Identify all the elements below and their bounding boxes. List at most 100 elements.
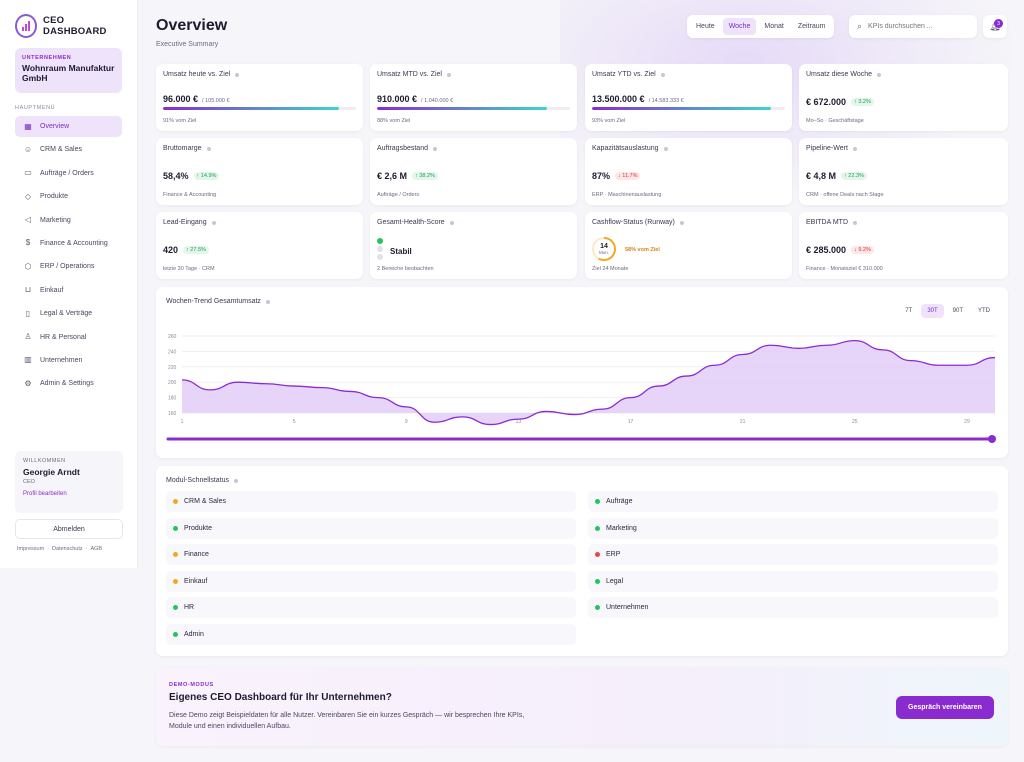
info-icon [660, 72, 665, 77]
module-item[interactable]: CRM & Sales [166, 491, 576, 512]
kpi-cashflow[interactable]: Cashflow-Status (Runway) 14 Mon. 58% vom… [585, 212, 792, 279]
period-today-button[interactable]: Heute [696, 23, 715, 30]
kpi-subtext: Finance · Monatsziel € 310.000 [806, 266, 883, 272]
sidebar-item-marketing[interactable]: ◁ Marketing [15, 210, 122, 231]
module-label: Aufträge [606, 498, 633, 505]
module-item[interactable]: Legal [588, 570, 998, 592]
sidebar-item-finance[interactable]: $ Finance & Accounting [15, 233, 122, 254]
trend-badge: ↑ 22.3% [841, 172, 867, 180]
sidebar-item-label: CRM & Sales [40, 146, 83, 154]
sidebar-item-label: Produkte [40, 193, 69, 201]
x-tick-label: 13 [516, 419, 522, 425]
kpi-subtext: letzte 30 Tage · CRM [163, 266, 215, 272]
user-name: Georgie Arndt [23, 467, 80, 477]
runway-value: 14 [600, 243, 608, 250]
sidebar-item-orders[interactable]: ▭ Aufträge / Orders [15, 163, 122, 184]
welcome-card: WILLKOMMEN Georgie Arndt CEO Profil bear… [15, 451, 123, 513]
trend-badge: ↑ 14.9% [193, 172, 220, 180]
kpi-umsatz-woche[interactable]: Umsatz diese Woche € 672.000 ↑ 3.2% Mo–So… [799, 64, 1008, 131]
range-90t-button[interactable]: 90T [952, 308, 963, 314]
book-meeting-button[interactable]: Gespräch vereinbaren [896, 696, 994, 719]
kpi-title: Gesamt-Health-Score [377, 219, 445, 226]
logout-button[interactable]: Abmelden [15, 519, 123, 539]
range-7t-button[interactable]: 7T [905, 308, 913, 314]
search-input[interactable] [868, 23, 969, 30]
status-dot [595, 578, 600, 584]
kpi-ebitda[interactable]: EBITDA MTD € 285.000 ↓ 9.2% Finance · Mon… [799, 212, 1008, 279]
kpi-umsatz-mtd[interactable]: Umsatz MTD vs. Ziel 910.000 €/ 1.040.000… [370, 64, 577, 131]
module-item[interactable]: Admin [166, 623, 576, 645]
kpi-title: Auftragsbestand [377, 145, 428, 152]
kpi-title: Umsatz MTD vs. Ziel [377, 71, 442, 78]
demo-text: Diese Demo zeigt Beispieldaten für alle … [169, 712, 525, 730]
module-item[interactable]: Aufträge [588, 491, 998, 512]
runway-label: 58% vom Ziel [625, 247, 660, 253]
kpi-pipeline[interactable]: Pipeline-Wert € 4,8 M ↑ 22.3% CRM · offen… [799, 138, 1008, 205]
module-item[interactable]: Produkte [166, 517, 576, 539]
sidebar-item-erp[interactable]: ⬡ ERP / Operations [15, 256, 122, 277]
notifications-button[interactable]: 🔔︎ 3 [983, 15, 1007, 38]
sidebar-item-legal[interactable]: ▯ Legal & Verträge [15, 303, 122, 324]
y-tick-label: 180 [168, 396, 177, 402]
sidebar-item-crm[interactable]: ☺ CRM & Sales [15, 139, 122, 160]
y-tick-label: 220 [168, 365, 177, 371]
kpi-umsatz-ytd[interactable]: Umsatz YTD vs. Ziel 13.500.000 €/ 14.583… [585, 64, 792, 131]
kpi-kapazitaet[interactable]: Kapazitätsauslastung 87% ↓ 11.7% ERP · Ma… [585, 138, 792, 205]
datenschutz-link[interactable]: Datenschutz [52, 546, 83, 552]
kpi-value: 58,4% [163, 171, 189, 181]
status-dot [595, 499, 600, 504]
kpi-title: Umsatz diese Woche [806, 71, 873, 78]
x-tick-label: 25 [852, 419, 858, 425]
welcome-label: WILLKOMMEN [23, 458, 66, 464]
kpi-health[interactable]: Gesamt-Health-Score Stabil 2 Bereiche be… [370, 212, 577, 279]
kpi-title: Lead-Eingang [163, 219, 207, 226]
sidebar-item-products[interactable]: ◇ Produkte [15, 186, 122, 207]
kpi-title: EBITDA MTD [806, 219, 849, 226]
kpi-value: € 2,6 M [377, 171, 408, 181]
info-icon [211, 220, 216, 225]
sidebar: CEO DASHBOARD UNTERNEHMEN Wohnraum Manuf… [0, 0, 138, 568]
kpi-bruttomarge[interactable]: Bruttomarge 58,4% ↑ 14.9% Finance & Accou… [156, 138, 363, 205]
module-item[interactable]: ERP [588, 544, 998, 565]
sidebar-item-company[interactable]: ▥ Unternehmen [15, 350, 122, 371]
user-role: CEO [23, 479, 35, 485]
brand[interactable]: CEO DASHBOARD [15, 14, 122, 38]
module-item[interactable]: Finance [166, 544, 576, 565]
range-ytd-button[interactable]: YTD [978, 308, 990, 314]
period-selector: Heute Woche Monat Zeitraum [687, 15, 835, 38]
footer-separator: · [47, 546, 50, 552]
kpi-umsatz-heute[interactable]: Umsatz heute vs. Ziel 96.000 €/ 105.000 … [156, 64, 363, 131]
module-status-title: Modul-Schnellstatus [166, 477, 230, 484]
sidebar-item-admin[interactable]: ⚙ Admin & Settings [15, 373, 122, 394]
range-slider-handle[interactable] [988, 435, 996, 443]
edit-profile-link[interactable]: Profil bearbeiten [23, 491, 67, 497]
brand-name: CEO DASHBOARD [43, 15, 107, 37]
kpi-value: € 672.000 [806, 97, 847, 107]
module-item[interactable]: Einkauf [166, 570, 576, 592]
kpi-lead[interactable]: Lead-Eingang 420 ↑ 27.5% letzte 30 Tage ·… [156, 212, 363, 279]
module-item[interactable]: Unternehmen [588, 597, 998, 618]
period-month-button[interactable]: Monat [764, 23, 784, 30]
agb-link[interactable]: AGB [90, 546, 103, 552]
runway-ring: 14 Mon. [592, 237, 616, 261]
kpi-value: 13.500.000 € [592, 94, 645, 104]
sidebar-item-overview[interactable]: ▦ Overview [15, 116, 122, 137]
series-line [181, 339, 996, 426]
sidebar-item-hr[interactable]: ♙ HR & Personal [15, 327, 122, 348]
range-30t-button[interactable]: 30T [921, 304, 944, 318]
module-item[interactable]: HR [166, 597, 576, 618]
status-dot [377, 254, 383, 260]
period-range-button[interactable]: Zeitraum [797, 23, 826, 30]
impressum-link[interactable]: Impressum [17, 546, 45, 552]
module-label: Marketing [606, 524, 637, 532]
period-week-button[interactable]: Woche [722, 18, 757, 35]
kpi-title: Umsatz YTD vs. Ziel [592, 71, 656, 78]
runway-unit: Mon. [598, 250, 609, 255]
kpi-subtext: 88% vom Ziel [377, 118, 411, 124]
status-dot [173, 631, 178, 637]
module-label: Einkauf [184, 577, 208, 585]
status-dot [595, 552, 600, 557]
module-item[interactable]: Marketing [588, 517, 998, 539]
sidebar-item-einkauf[interactable]: ⊔ Einkauf [15, 280, 122, 301]
kpi-auftragsbestand[interactable]: Auftragsbestand € 2,6 M ↑ 38.2% Aufträge … [370, 138, 577, 205]
